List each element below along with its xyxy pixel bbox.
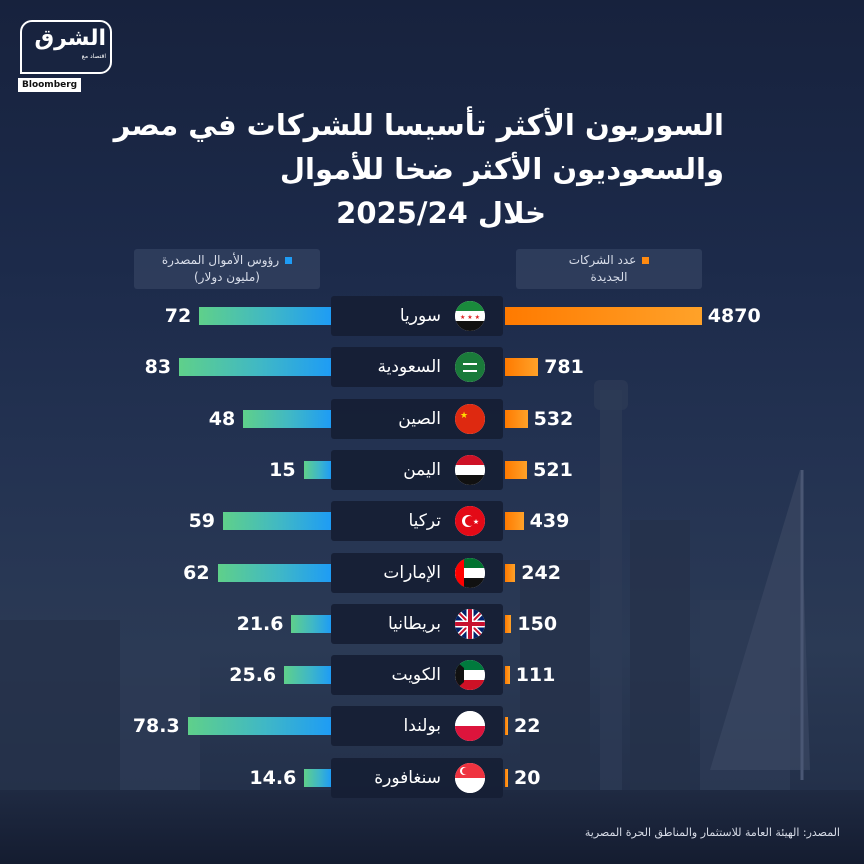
country-name: سوريا [399,306,441,326]
capital-bar [304,768,331,787]
capital-value-label: 25.6 [229,664,277,687]
capital-bar [199,307,331,325]
companies-bar [505,358,539,377]
companies-bar [505,666,510,685]
companies-value-label: 781 [544,356,584,379]
kuwait-flag-icon [455,660,485,691]
capital-value-label: 83 [144,356,172,379]
china-flag-icon: ★ [455,403,485,434]
companies-value-label: 521 [533,458,573,481]
country-label-box: اليمن [331,449,503,490]
capital-value-label: 15 [269,458,296,481]
syria-flag-icon: ★ ★ ★ [455,301,485,331]
country-label-box: السعودية [331,347,503,388]
country-label-box: تركيا ★ [331,501,503,542]
legend-capital-line-1: رؤوس الأموال المصدرة [161,253,280,267]
river-silhouette [0,790,864,864]
capital-bar [284,666,331,685]
country-name: تركيا [408,511,441,532]
companies-value-label: 20 [514,766,541,789]
tower-silhouette [600,390,622,790]
capital-value-label: 72 [164,305,192,327]
companies-value-label: 242 [521,561,561,584]
country-label-box: الكويت [331,655,503,696]
source-note: المصدر: الهيئة العامة للاستثمار والمناطق… [584,826,840,839]
building-silhouette [520,560,590,800]
legend-companies-line-1: عدد الشركات [568,253,637,267]
companies-bar [505,768,508,787]
tower-top-silhouette [594,380,628,410]
building-silhouette [630,520,690,800]
companies-value-label: 532 [533,407,574,430]
companies-bar [505,307,702,325]
companies-bar [505,460,528,479]
logo-arabic: الشرق [34,26,106,51]
felucca-sail-silhouette [710,470,810,780]
capital-value-label: 62 [183,561,210,584]
saudi-flag-icon [455,352,485,383]
country-name: الكويت [391,665,442,686]
companies-value-label: 111 [515,664,556,687]
brand-logo: الشرق اقتصاد مع Bloomberg [18,20,116,92]
title-line-3: خلال 2025/24 [336,196,546,230]
country-label-box: بريطانيا [331,603,503,644]
legend-capital-line-2: (مليون دولار) [194,270,260,284]
svg-text:★ ★ ★: ★ ★ ★ [460,314,480,321]
capital-bar [243,409,331,428]
capital-value-label: 78.3 [132,715,180,738]
companies-value-label: 150 [517,612,558,635]
legend-capital-swatch [285,257,293,264]
country-label-box: الصين ★ [331,398,503,439]
capital-bar [179,358,331,377]
companies-value-label: 4870 [707,305,761,327]
logo-bloomberg: Bloomberg [18,78,82,92]
legend-capital: رؤوس الأموال المصدرة (مليون دولار) [134,249,320,289]
svg-text:★: ★ [473,518,479,526]
capital-bar [187,717,331,736]
logo-subtitle: اقتصاد مع [81,53,106,60]
capital-bar [223,512,331,531]
legend-companies: عدد الشركات الجديدة [516,249,702,289]
companies-bar [505,512,524,531]
building-silhouette [0,620,120,800]
country-name: بريطانيا [387,613,441,634]
capital-bar [291,614,331,633]
turkey-flag-icon: ★ [455,506,485,537]
yemen-flag-icon [455,454,485,485]
companies-value-label: 439 [529,510,570,533]
capital-value-label: 59 [188,510,216,533]
title-line-1: السوريون الأكثر تأسيسا للشركات في مصر [113,108,724,142]
capital-value-label: 21.6 [236,612,284,635]
country-name: سنغافورة [374,767,441,788]
country-label-box: الإمارات [331,552,503,593]
country-label-box: بولندا [331,706,503,747]
uae-flag-icon [455,557,485,588]
uk-flag-icon [455,608,485,639]
companies-value-label: 22 [514,715,541,738]
legend-companies-swatch [642,257,650,264]
capital-bar [217,563,331,582]
poland-flag-icon [455,711,485,742]
title-line-2: والسعوديون الأكثر ضخا للأموال [279,152,724,186]
companies-bar [505,563,516,582]
capital-bar [303,460,331,479]
singapore-flag-icon [455,762,485,793]
companies-bar [505,614,512,633]
svg-text:★: ★ [460,411,468,421]
country-label-box: سنغافورة [331,757,503,798]
country-name: بولندا [403,716,441,737]
country-name: اليمن [403,459,441,480]
country-name: الصين [398,408,441,429]
building-silhouette [120,650,200,800]
country-label-box: سوريا ★ ★ ★ [331,296,503,336]
companies-bar [505,409,528,428]
capital-value-label: 14.6 [249,766,297,789]
country-name: السعودية [377,357,441,378]
legend-companies-line-2: الجديدة [590,270,628,284]
companies-bar [505,717,508,736]
country-name: الإمارات [383,562,441,583]
capital-value-label: 48 [208,407,236,430]
